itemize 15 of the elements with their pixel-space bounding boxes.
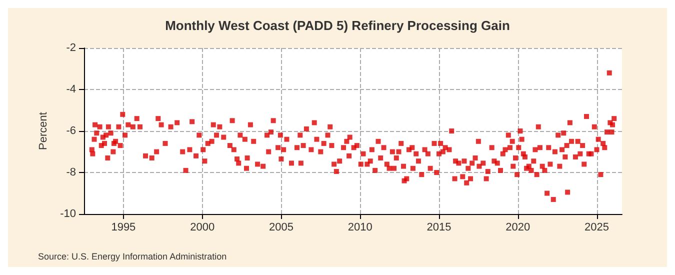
x-tick-label: 2015	[426, 222, 452, 234]
x-tick-label: 2010	[348, 222, 372, 234]
x-tick-label: 1995	[111, 222, 136, 234]
source-note: Source: U.S. Energy Information Administration	[38, 252, 227, 262]
y-tick-label: -4	[66, 84, 76, 96]
chart-title: Monthly West Coast (PADD 5) Refinery Processing Gain	[165, 18, 510, 33]
x-tick-label: 2000	[190, 222, 215, 234]
y-tick-label: -8	[66, 166, 76, 178]
x-tick-label: 2005	[268, 222, 294, 234]
y-axis-title: Percent	[38, 112, 50, 150]
y-tick-label: -6	[66, 125, 76, 137]
x-tick-label: 2025	[584, 222, 609, 234]
x-tick-label: 2020	[506, 222, 530, 234]
y-tick-label: -2	[66, 42, 76, 54]
y-tick-label: -10	[60, 208, 76, 220]
